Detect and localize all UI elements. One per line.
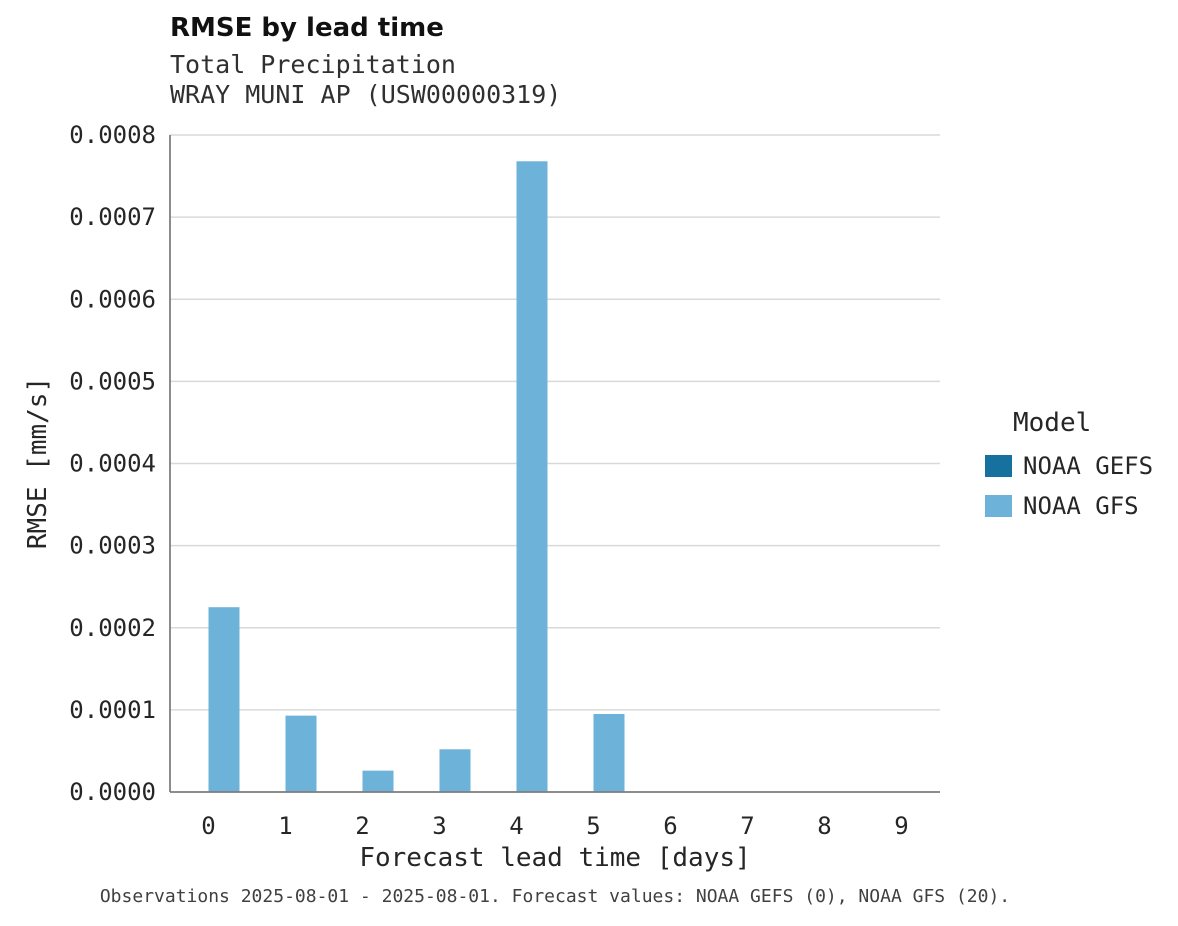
footer-caption: Observations 2025-08-01 - 2025-08-01. Fo…: [99, 886, 1011, 907]
x-tick-label: 2: [355, 812, 369, 840]
legend-item-noaa-gefs: NOAA GEFS: [985, 452, 1153, 480]
legend-title: Model: [1013, 408, 1092, 438]
bar-noaa-gfs: [593, 713, 625, 792]
chart-header: RMSE by lead time Total Precipitation WR…: [170, 14, 561, 111]
x-tick-label: 0: [201, 812, 215, 840]
y-tick-label: 0.0000: [69, 778, 156, 806]
y-tick-label: 0.0004: [69, 450, 156, 478]
legend-label-noaa-gfs: NOAA GFS: [1023, 492, 1139, 520]
y-tick-label: 0.0002: [69, 614, 156, 642]
y-tick-label: 0.0005: [69, 367, 156, 395]
x-tick-label: 1: [278, 812, 292, 840]
bar-noaa-gfs: [516, 161, 548, 792]
bar-noaa-gfs: [362, 770, 394, 792]
y-tick-label: 0.0006: [69, 285, 156, 313]
y-tick-label: 0.0008: [69, 121, 156, 149]
y-tick-label: 0.0001: [69, 696, 156, 724]
legend-swatch-noaa-gefs: [985, 455, 1012, 477]
legend: Model NOAA GEFS NOAA GFS: [985, 408, 1153, 532]
bar-noaa-gfs: [208, 607, 240, 792]
x-tick-label: 6: [663, 812, 677, 840]
legend-item-noaa-gfs: NOAA GFS: [985, 492, 1153, 520]
x-tick-label: 8: [817, 812, 831, 840]
chart-subtitle-variable: Total Precipitation: [170, 49, 456, 79]
x-tick-label: 7: [740, 812, 754, 840]
y-tick-label: 0.0007: [69, 203, 156, 231]
x-tick-label: 4: [509, 812, 523, 840]
x-tick-label: 9: [894, 812, 908, 840]
x-axis-title: Forecast lead time [days]: [359, 843, 751, 873]
legend-swatch-noaa-gfs: [985, 495, 1012, 517]
x-tick-label: 5: [586, 812, 600, 840]
y-tick-label: 0.0003: [69, 532, 156, 560]
legend-label-noaa-gefs: NOAA GEFS: [1023, 452, 1154, 480]
bar-noaa-gfs: [439, 749, 471, 792]
bar-noaa-gfs: [285, 715, 317, 792]
x-tick-label: 3: [432, 812, 446, 840]
chart-title: RMSE by lead time: [170, 13, 444, 43]
chart-subtitle-station: WRAY MUNI AP (USW00000319): [170, 80, 562, 110]
y-axis-title: RMSE [mm/s]: [23, 376, 53, 550]
